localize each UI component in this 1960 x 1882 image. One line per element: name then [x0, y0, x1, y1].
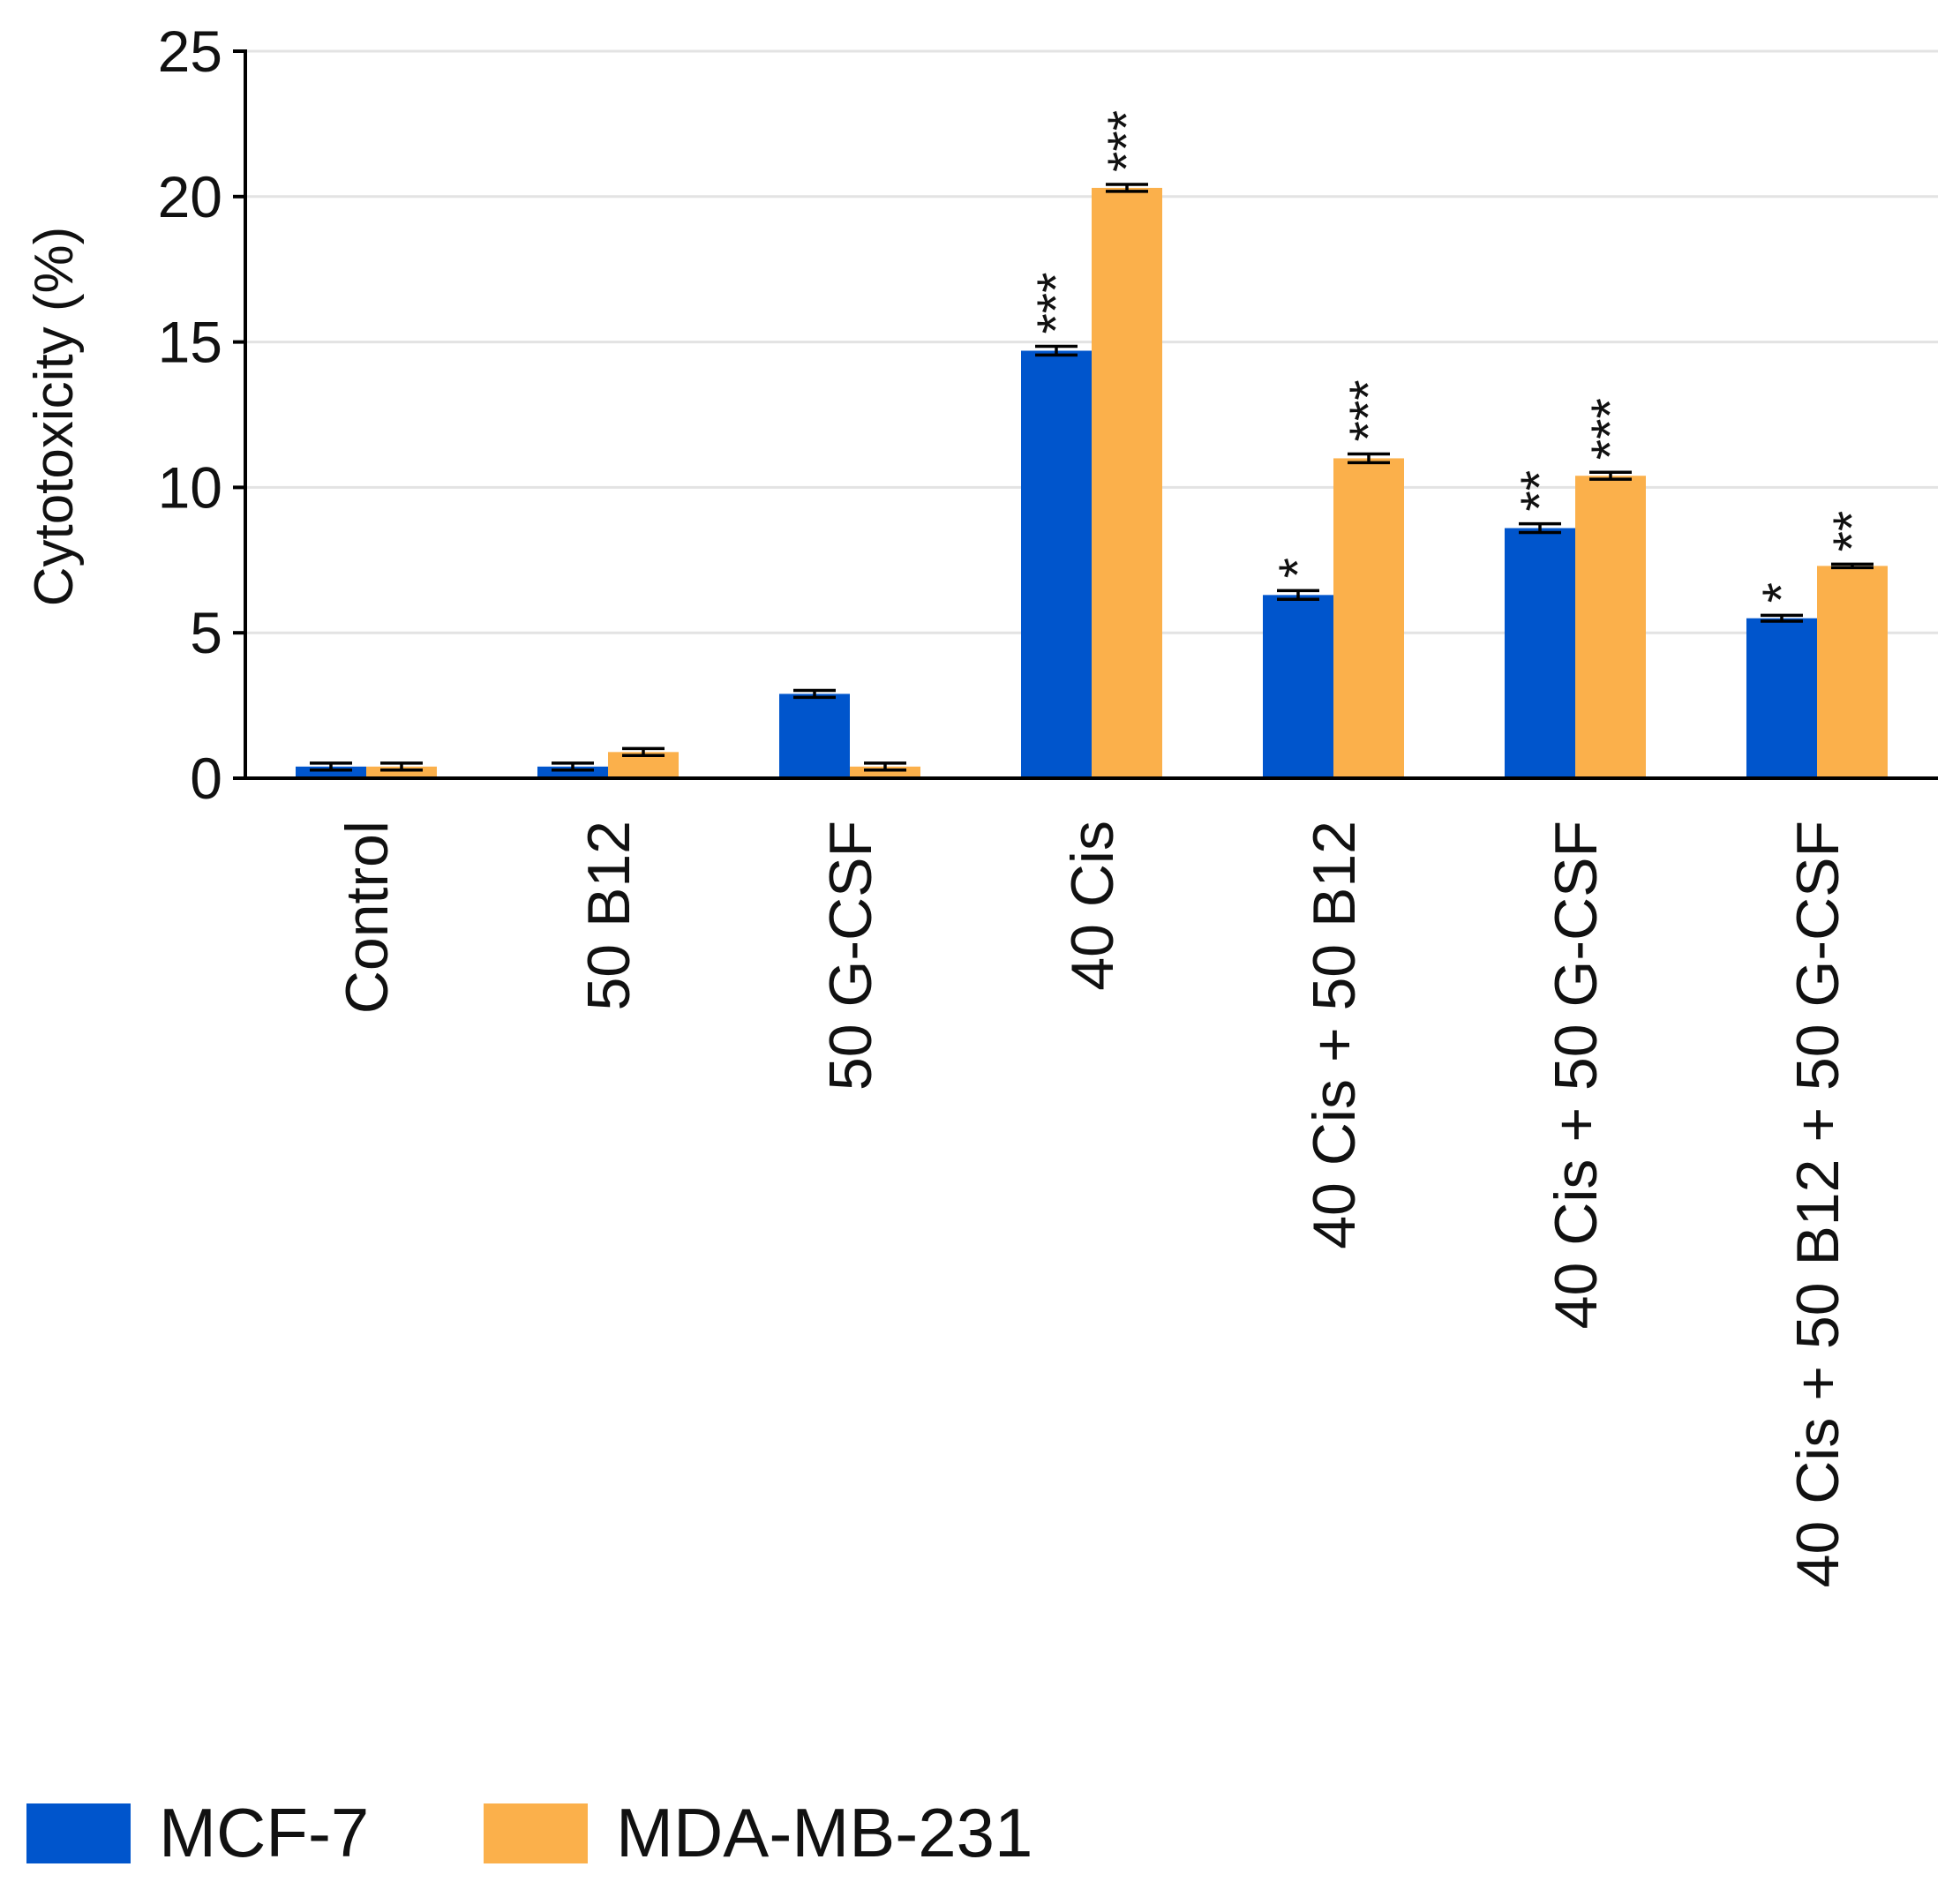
x-tick-label-6: 40 Cis + 50 B12 + 50 G-CSF [1784, 821, 1851, 1587]
y-tick-label-25: 25 [158, 19, 222, 84]
significance-MDA-MB-231-40 Cis: *** [1097, 110, 1156, 172]
bar-MCF-7-40 Cis + 50 B12 + 50 G-CSF [1746, 618, 1817, 778]
bar-MCF-7-40 Cis + 50 B12 [1263, 595, 1333, 778]
bar-MDA-MB-231-40 Cis + 50 B12 + 50 G-CSF [1817, 566, 1888, 778]
significance-MCF-7-40 Cis + 50 B12: * [1268, 558, 1327, 578]
legend: MCF-7 MDA-MB-231 [26, 1794, 1033, 1871]
bar-MDA-MB-231-40 Cis + 50 G-CSF [1575, 476, 1646, 778]
error-bar-MCF-7-40 Cis + 50 B12 [1277, 589, 1319, 602]
legend-swatch-MDA-MB-231 [484, 1803, 588, 1863]
significance-MCF-7-40 Cis: *** [1026, 272, 1085, 334]
error-bar-MDA-MB-231-40 Cis [1106, 183, 1148, 193]
x-tick-label-3: 40 Cis [1059, 821, 1126, 991]
error-bar-MDA-MB-231-40 Cis + 50 B12 + 50 G-CSF [1831, 562, 1874, 570]
y-tick-label-5: 5 [190, 600, 222, 665]
y-tick-label-20: 20 [158, 164, 222, 229]
bar-MCF-7-50 G-CSF [779, 694, 850, 778]
error-bar-MDA-MB-231-50 B12 [622, 746, 665, 758]
bar-MCF-7-40 Cis + 50 G-CSF [1505, 528, 1575, 778]
bar-MDA-MB-231-40 Cis + 50 B12 [1333, 458, 1404, 778]
error-bar-MCF-7-Control [310, 761, 352, 772]
error-bar-MCF-7-50 B12 [552, 761, 594, 772]
x-tick-label-2: 50 G-CSF [817, 821, 884, 1091]
error-bar-MCF-7-40 Cis [1035, 344, 1078, 357]
error-bar-MDA-MB-231-50 G-CSF [864, 761, 906, 772]
significance-MDA-MB-231-40 Cis + 50 B12 + 50 G-CSF: ** [1822, 511, 1881, 552]
x-tick-label-1: 50 B12 [575, 821, 642, 1011]
error-bar-MCF-7-50 G-CSF [793, 688, 836, 700]
significance-MDA-MB-231-40 Cis + 50 G-CSF: *** [1581, 398, 1640, 460]
error-bar-MCF-7-40 Cis + 50 B12 + 50 G-CSF [1761, 613, 1803, 623]
error-bar-MDA-MB-231-40 Cis + 50 B12 [1348, 452, 1390, 465]
legend-swatch-MCF-7 [26, 1803, 131, 1863]
legend-label-MDA-MB-231: MDA-MB-231 [616, 1794, 1033, 1871]
x-tick-label-5: 40 Cis + 50 G-CSF [1543, 821, 1610, 1329]
bar-MCF-7-40 Cis [1021, 350, 1092, 778]
error-bar-MDA-MB-231-Control [380, 761, 423, 772]
y-tick-label-10: 10 [158, 454, 222, 520]
legend-label-MCF-7: MCF-7 [159, 1794, 369, 1871]
y-axis-label: Cytotoxicity (%) [24, 227, 85, 607]
bar-MDA-MB-231-40 Cis [1092, 187, 1162, 779]
error-bar-MCF-7-40 Cis + 50 G-CSF [1519, 521, 1561, 535]
significance-MDA-MB-231-40 Cis + 50 B12: *** [1339, 379, 1398, 441]
error-bar-MDA-MB-231-40 Cis + 50 G-CSF [1589, 470, 1632, 481]
x-tick-label-4: 40 Cis + 50 B12 [1301, 821, 1368, 1249]
y-tick-label-15: 15 [158, 310, 222, 375]
y-tick-label-0: 0 [190, 746, 222, 811]
significance-MCF-7-40 Cis + 50 G-CSF: ** [1510, 470, 1569, 512]
significance-MCF-7-40 Cis + 50 B12 + 50 G-CSF: * [1752, 582, 1811, 603]
x-tick-label-0: Control [334, 821, 401, 1014]
